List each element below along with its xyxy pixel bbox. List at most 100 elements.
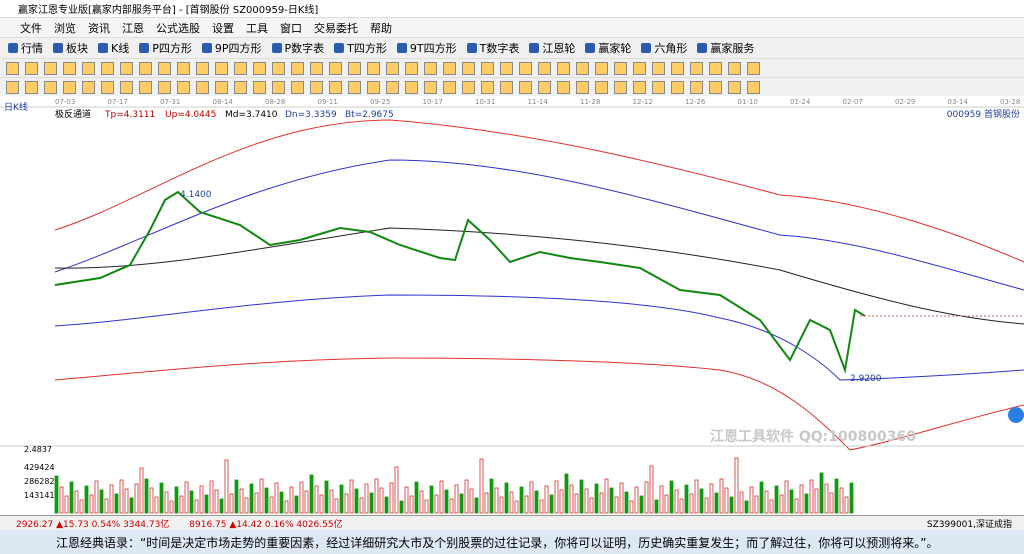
menu-item[interactable]: 文件 [20,21,42,35]
tool-icon[interactable] [538,61,551,75]
tool-icon[interactable] [177,80,190,94]
tool-icon[interactable] [462,80,475,94]
tool-icon[interactable] [576,80,589,94]
toolbar-button[interactable]: 赢家轮 [585,40,631,56]
tool-icon[interactable] [6,80,19,94]
tool-icon[interactable] [614,80,627,94]
tool-icon[interactable] [310,80,323,94]
tool-icon[interactable] [253,80,266,94]
tool-icon[interactable] [519,61,532,75]
tool-icon[interactable] [405,80,418,94]
tool-icon[interactable] [139,80,152,94]
tool-icon[interactable] [329,80,342,94]
toolbar-button[interactable]: T四方形 [334,40,387,56]
tool-icon[interactable] [709,80,722,94]
tool-icon[interactable] [253,61,266,75]
tool-icon[interactable] [690,61,703,75]
menu-item[interactable]: 工具 [246,21,268,35]
toolbar-button[interactable]: 行情 [8,40,43,56]
tool-icon[interactable] [234,61,247,75]
tool-icon[interactable] [747,80,760,94]
tool-icon[interactable] [215,61,228,75]
tool-icon[interactable] [386,80,399,94]
tool-icon[interactable] [519,80,532,94]
tool-icon[interactable] [500,61,513,75]
tool-icon[interactable] [386,61,399,75]
toolbar-button[interactable]: 六角形 [641,40,687,56]
menu-item[interactable]: 资讯 [88,21,110,35]
tool-icon[interactable] [120,80,133,94]
tool-icon[interactable] [728,61,741,75]
toolbar-button[interactable]: 9P四方形 [202,40,262,56]
tool-icon[interactable] [101,61,114,75]
tool-icon[interactable] [25,80,38,94]
menu-item[interactable]: 浏览 [54,21,76,35]
tool-icon[interactable] [196,80,209,94]
tool-icon[interactable] [747,61,760,75]
tool-icon[interactable] [557,80,570,94]
menu-item[interactable]: 帮助 [370,21,392,35]
tool-icon[interactable] [709,61,722,75]
menu-item[interactable]: 设置 [212,21,234,35]
tool-icon[interactable] [196,61,209,75]
tool-icon[interactable] [348,80,361,94]
tool-icon[interactable] [462,61,475,75]
tool-icon[interactable] [671,61,684,75]
tool-icon[interactable] [728,80,741,94]
tool-icon[interactable] [633,80,646,94]
tool-icon[interactable] [272,80,285,94]
tool-icon[interactable] [557,61,570,75]
tool-icon[interactable] [272,61,285,75]
tool-icon[interactable] [652,61,665,75]
tool-icon[interactable] [481,80,494,94]
tool-icon[interactable] [424,80,437,94]
tool-icon[interactable] [158,80,171,94]
tool-icon[interactable] [44,61,57,75]
tool-icon[interactable] [6,61,19,75]
tool-icon[interactable] [443,61,456,75]
tool-icon[interactable] [367,80,380,94]
tool-icon[interactable] [690,80,703,94]
tool-icon[interactable] [500,80,513,94]
tool-icon[interactable] [367,61,380,75]
menu-item[interactable]: 公式选股 [156,21,200,35]
tool-icon[interactable] [120,61,133,75]
tool-icon[interactable] [82,80,95,94]
tool-icon[interactable] [671,80,684,94]
tool-icon[interactable] [329,61,342,75]
toolbar-button[interactable]: P数字表 [272,40,325,56]
toolbar-button[interactable]: T数字表 [467,40,520,56]
tool-icon[interactable] [443,80,456,94]
toolbar-button[interactable]: 江恩轮 [529,40,575,56]
tool-icon[interactable] [538,80,551,94]
tool-icon[interactable] [215,80,228,94]
tool-icon[interactable] [310,61,323,75]
tool-icon[interactable] [481,61,494,75]
tool-icon[interactable] [158,61,171,75]
menu-item[interactable]: 交易委托 [314,21,358,35]
toolbar-button[interactable]: P四方形 [139,40,192,56]
tool-icon[interactable] [25,61,38,75]
tool-icon[interactable] [101,80,114,94]
tool-icon[interactable] [234,80,247,94]
tool-icon[interactable] [291,80,304,94]
tool-icon[interactable] [63,80,76,94]
tool-icon[interactable] [177,61,190,75]
tool-icon[interactable] [424,61,437,75]
tool-icon[interactable] [139,61,152,75]
tool-icon[interactable] [82,61,95,75]
tool-icon[interactable] [595,61,608,75]
toolbar-button[interactable]: 赢家服务 [697,40,754,56]
toolbar-button[interactable]: 板块 [53,40,88,56]
tool-icon[interactable] [291,61,304,75]
menu-item[interactable]: 江恩 [122,21,144,35]
tool-icon[interactable] [633,61,646,75]
tool-icon[interactable] [63,61,76,75]
tool-icon[interactable] [595,80,608,94]
menu-item[interactable]: 窗口 [280,21,302,35]
toolbar-button[interactable]: 9T四方形 [397,40,457,56]
side-button[interactable] [1008,407,1024,423]
tool-icon[interactable] [614,61,627,75]
tool-icon[interactable] [576,61,589,75]
tool-icon[interactable] [348,61,361,75]
